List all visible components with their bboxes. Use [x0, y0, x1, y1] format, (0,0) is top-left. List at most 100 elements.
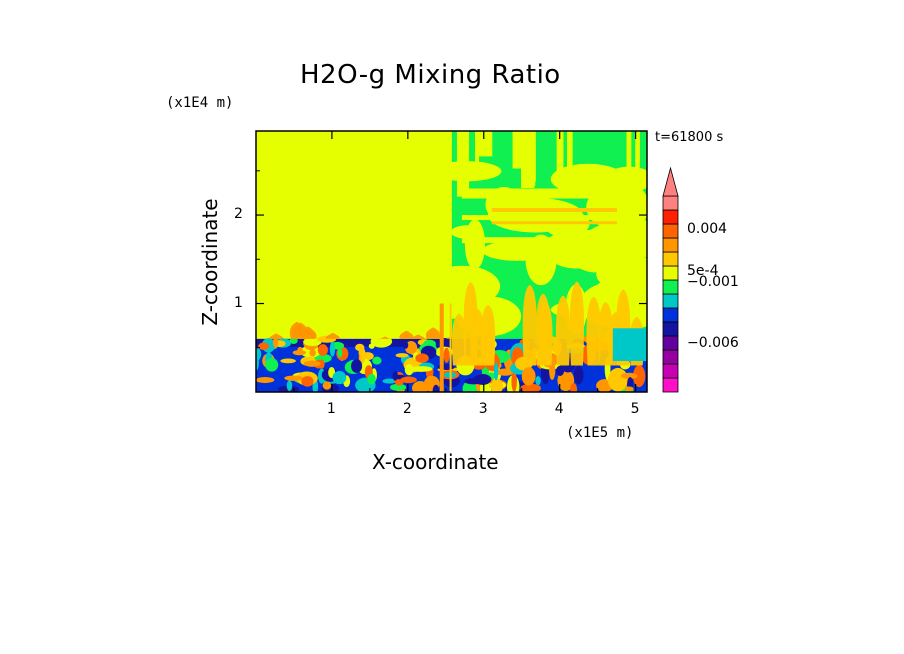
field-eddy [402, 341, 409, 349]
field-column [449, 303, 452, 392]
colorbar-swatch [662, 209, 679, 225]
field-plume [377, 336, 393, 340]
x-tick-label: 3 [478, 401, 488, 417]
field-layer [256, 131, 647, 392]
field-plume [325, 332, 340, 339]
field-eddy [389, 383, 407, 391]
field-eddy [633, 365, 646, 388]
field-streak [512, 131, 522, 169]
field-plume [569, 281, 585, 366]
plot-frame [255, 130, 648, 393]
field-streak [556, 131, 564, 185]
field-streak [521, 131, 535, 189]
field-plume [522, 284, 537, 366]
field-eddy [520, 383, 542, 392]
time-label: t=61800 s [655, 130, 724, 145]
field-blob [525, 234, 557, 286]
field-plume [463, 282, 478, 366]
y-axis-unit: (x1E4 m) [166, 95, 234, 111]
field-eddy [303, 337, 322, 347]
field-column [439, 303, 444, 392]
chart-title: H2O-g Mixing Ratio [300, 60, 561, 90]
field-blob [464, 219, 486, 270]
field-eddy [404, 364, 414, 376]
field-eddy [332, 371, 347, 385]
colorbar-label: 0.004 [687, 220, 728, 237]
field-eddy [368, 343, 375, 349]
colorbar-swatch [662, 195, 679, 211]
colorbar-label: −0.001 [687, 273, 739, 290]
x-axis-label: X-coordinate [372, 450, 499, 474]
field-plume [451, 313, 467, 366]
field-eddy [301, 376, 314, 387]
field-streak [475, 131, 480, 179]
field-eddy [297, 346, 303, 355]
field-streak [626, 131, 632, 201]
x-axis-unit: (x1E5 m) [566, 425, 634, 441]
field-eddy [258, 342, 270, 351]
field-eddy [337, 348, 343, 358]
field-eddy [496, 368, 515, 376]
colorbar-swatch [662, 237, 679, 253]
field-eddy [521, 367, 536, 386]
x-tick-label: 4 [554, 401, 564, 417]
field-eddy [322, 381, 332, 390]
field-plume [410, 334, 426, 339]
colorbar-swatch [662, 223, 679, 239]
field-plume [425, 327, 441, 339]
field-streak [635, 131, 640, 168]
field-eddy [382, 378, 397, 384]
field-plume [480, 315, 496, 366]
x-tick-label: 2 [402, 401, 412, 417]
colorbar-swatch [662, 335, 679, 351]
field-band [491, 207, 617, 212]
y-tick-label: 2 [234, 206, 243, 223]
field-eddy [624, 386, 634, 392]
field-eddy [256, 355, 259, 370]
field-eddy [351, 359, 363, 373]
field-plume [535, 293, 551, 366]
field-streak [456, 131, 470, 197]
colorbar-swatch [662, 265, 679, 281]
field-eddy [511, 371, 517, 392]
field-eddy [329, 341, 336, 357]
field-plume [293, 322, 308, 339]
field-plume [586, 296, 601, 366]
field-eddy [273, 337, 279, 349]
field-streak [478, 131, 493, 157]
field-band [461, 237, 637, 244]
field-eddy [432, 384, 440, 392]
field-eddy [620, 372, 638, 380]
field-eddy [280, 358, 296, 364]
field-eddy [303, 360, 321, 367]
field-eddy [411, 366, 433, 372]
colorbar-swatch [662, 363, 679, 379]
colorbar-swatch [662, 279, 679, 295]
colorbar-extend-arrow [662, 166, 679, 197]
field-eddy [317, 344, 328, 356]
colorbar-swatch [662, 251, 679, 267]
field-cyan-region [612, 328, 647, 362]
field-eddy [395, 353, 409, 358]
field-eddy [473, 374, 492, 385]
field-eddy [284, 375, 304, 381]
y-axis-label: Z-coordinate [198, 198, 222, 326]
field-band [461, 215, 637, 221]
field-eddy [570, 383, 578, 392]
field-eddy [392, 370, 398, 381]
field-plume [555, 295, 571, 366]
colorbar-label: 5e-4 [687, 262, 719, 279]
field-eddy [265, 357, 279, 372]
field-eddy [415, 353, 429, 363]
field-eddy [256, 377, 275, 384]
field-eddy [359, 347, 366, 363]
colorbar-swatch [662, 293, 679, 309]
field-plume [269, 333, 284, 339]
field-eddy [400, 376, 417, 384]
colorbar-swatch [662, 377, 679, 393]
field-streak [566, 131, 573, 176]
colorbar-swatch [662, 321, 679, 337]
field-eddy [309, 349, 316, 357]
